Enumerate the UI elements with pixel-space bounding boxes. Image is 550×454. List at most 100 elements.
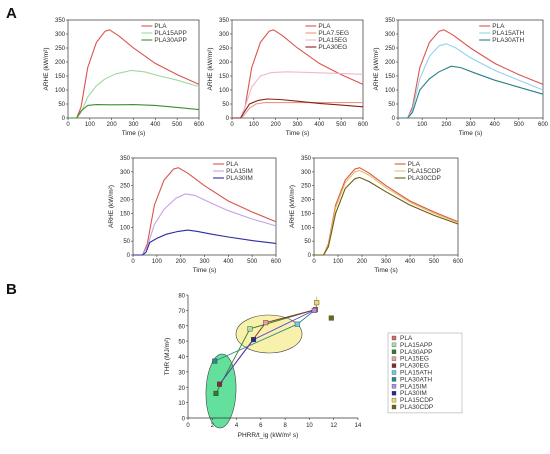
y-tick-label: 100 [219, 88, 230, 94]
series-line-pla [398, 29, 544, 119]
y-axis-label: ARHE (kW/m²) [108, 185, 115, 228]
x-tick-label: 100 [417, 122, 428, 128]
y-tick-label: 350 [120, 156, 131, 162]
x-axis-label: Time (s) [459, 130, 483, 137]
legend-label: PLA [400, 335, 413, 342]
y-tick-label: 200 [120, 198, 131, 204]
connector-line [219, 339, 254, 385]
legend-label: PLA15CDP [408, 168, 441, 175]
legend-label: PLA7.5EG [318, 30, 349, 37]
x-tick-label: 300 [128, 122, 139, 128]
x-tick-label: 500 [172, 122, 183, 128]
x-tick-label: 400 [490, 122, 501, 128]
x-tick-label: 10 [306, 423, 313, 429]
x-tick-label: 600 [358, 122, 369, 128]
x-tick-label: 300 [292, 122, 303, 128]
legend-swatch [391, 342, 397, 348]
arhe-chart-ath: 0 100 200 300 400 500 600 0 50 100 150 200 250 300 350… [373, 18, 549, 137]
marker-pla30app [213, 390, 219, 396]
marker-pla30eg [217, 381, 223, 387]
marker-pla30cdp [328, 315, 334, 321]
x-tick-label: 2 [211, 423, 215, 429]
x-tick-label: 100 [152, 259, 163, 265]
x-tick-label: 500 [336, 122, 347, 128]
legend-label: PLA30APP [154, 37, 187, 44]
legend-label: PLA [226, 161, 239, 168]
x-tick-label: 500 [514, 122, 525, 128]
y-tick-label: 250 [219, 46, 230, 52]
y-axis-label: ARHE (kW/m²) [289, 185, 296, 228]
x-tick-label: 6 [259, 423, 263, 429]
y-tick-label: 80 [178, 294, 185, 300]
series-line-pla15app [68, 69, 200, 119]
y-tick-label: 100 [55, 88, 66, 94]
series-line-pla30ath [398, 65, 544, 119]
y-tick-label: 100 [301, 225, 312, 231]
panel-label-a: A [6, 5, 17, 22]
legend-label: PLA15IM [226, 168, 253, 175]
y-tick-label: 0 [62, 116, 66, 122]
legend-label: PLA30ATH [492, 37, 524, 44]
x-tick-label: 500 [247, 259, 258, 265]
legend-label: PLA15APP [154, 30, 187, 37]
marker-pla15im [311, 307, 317, 313]
arhe-chart-eg: 0 100 200 300 400 500 600 0 50 100 150 200 250 300 350… [207, 18, 369, 137]
x-tick-label: 0 [396, 122, 400, 128]
y-axis-label: THR (MJ/m²) [164, 338, 171, 376]
y-tick-label: 10 [178, 401, 185, 407]
arhe-chart-app: 0 100 200 300 400 500 600 0 50 100 150 200 250 300 350… [43, 18, 205, 137]
legend-label: PLA30CDP [408, 175, 441, 182]
y-tick-label: 200 [219, 60, 230, 66]
y-tick-label: 150 [219, 74, 230, 80]
series-line-pla15cdp [314, 169, 459, 256]
x-tick-label: 4 [235, 423, 239, 429]
legend-swatch [391, 370, 397, 375]
legend-swatch [391, 391, 397, 396]
y-tick-label: 250 [301, 184, 312, 190]
x-tick-label: 12 [330, 423, 337, 429]
legend-label: PLA30IM [400, 390, 427, 397]
y-tick-label: 50 [388, 102, 395, 108]
y-tick-label: 0 [127, 253, 131, 259]
x-tick-label: 400 [223, 259, 234, 265]
x-tick-label: 200 [357, 259, 368, 265]
x-tick-label: 600 [538, 122, 549, 128]
series-line-pla [68, 29, 200, 119]
x-tick-label: 0 [131, 259, 135, 265]
x-tick-label: 0 [186, 423, 190, 429]
y-tick-label: 50 [178, 340, 185, 346]
legend-label: PLA30CDP [400, 404, 433, 411]
x-axis-label: Time (s) [122, 130, 146, 137]
x-tick-label: 200 [271, 122, 282, 128]
series-line-pla7.5eg [232, 102, 363, 119]
legend-label: PLA15ATH [400, 370, 432, 377]
y-tick-label: 150 [55, 74, 66, 80]
y-tick-label: 100 [120, 225, 131, 231]
y-tick-label: 50 [304, 239, 311, 245]
marker-pla30im [251, 337, 257, 343]
x-tick-label: 0 [230, 122, 234, 128]
x-tick-label: 8 [283, 423, 287, 429]
legend-swatch [391, 404, 397, 410]
x-tick-label: 500 [429, 259, 440, 265]
series-line-pla15ath [398, 43, 544, 119]
arhe-chart-cdp: 0 100 200 300 400 500 600 0 50 100 150 200 250 300 350… [289, 156, 464, 274]
y-tick-label: 350 [219, 18, 230, 24]
x-tick-label: 0 [66, 122, 70, 128]
legend-label: PLA [408, 161, 421, 168]
series-line-pla30cdp [314, 176, 459, 256]
y-tick-label: 60 [178, 324, 185, 330]
series-line-pla15eg [232, 71, 364, 119]
x-tick-label: 400 [314, 122, 325, 128]
legend-label: PLA15ATH [492, 30, 524, 37]
legend-swatch [391, 356, 397, 361]
y-tick-label: 100 [385, 88, 396, 94]
x-tick-label: 200 [107, 122, 118, 128]
connector-line [214, 323, 298, 362]
legend-swatch [391, 377, 397, 382]
legend-label: PLA30APP [400, 349, 433, 356]
panel-label-b: B [6, 281, 17, 298]
y-tick-label: 150 [301, 211, 312, 217]
legend-swatch [391, 363, 397, 368]
legend-label: PLA [492, 23, 505, 30]
